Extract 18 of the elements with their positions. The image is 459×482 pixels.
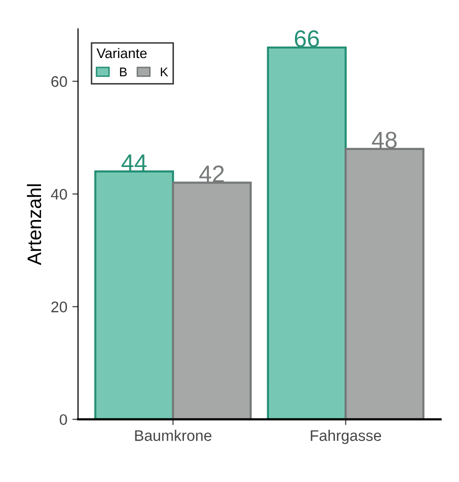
y-tick-label: 40 [50, 188, 68, 200]
y-axis-title: Artenzahl [26, 184, 42, 266]
data-label: 44 [122, 154, 147, 171]
data-label: 66 [294, 30, 319, 48]
bar [94, 170, 174, 420]
bar [266, 46, 347, 420]
data-label: 42 [199, 166, 224, 182]
legend-label: B [120, 68, 127, 76]
y-tick-label: 60 [51, 76, 68, 87]
x-tick-label: Fahrgasse [310, 430, 382, 444]
data-label: 48 [372, 132, 397, 148]
y-tick-label: 0 [60, 414, 68, 426]
legend-title: Variante [96, 48, 147, 58]
bar [172, 182, 252, 420]
x-tick-label: Baumkrone [135, 430, 212, 441]
legend-label: K [160, 68, 168, 76]
y-tick-label: 20 [51, 302, 68, 312]
bar [344, 148, 424, 420]
